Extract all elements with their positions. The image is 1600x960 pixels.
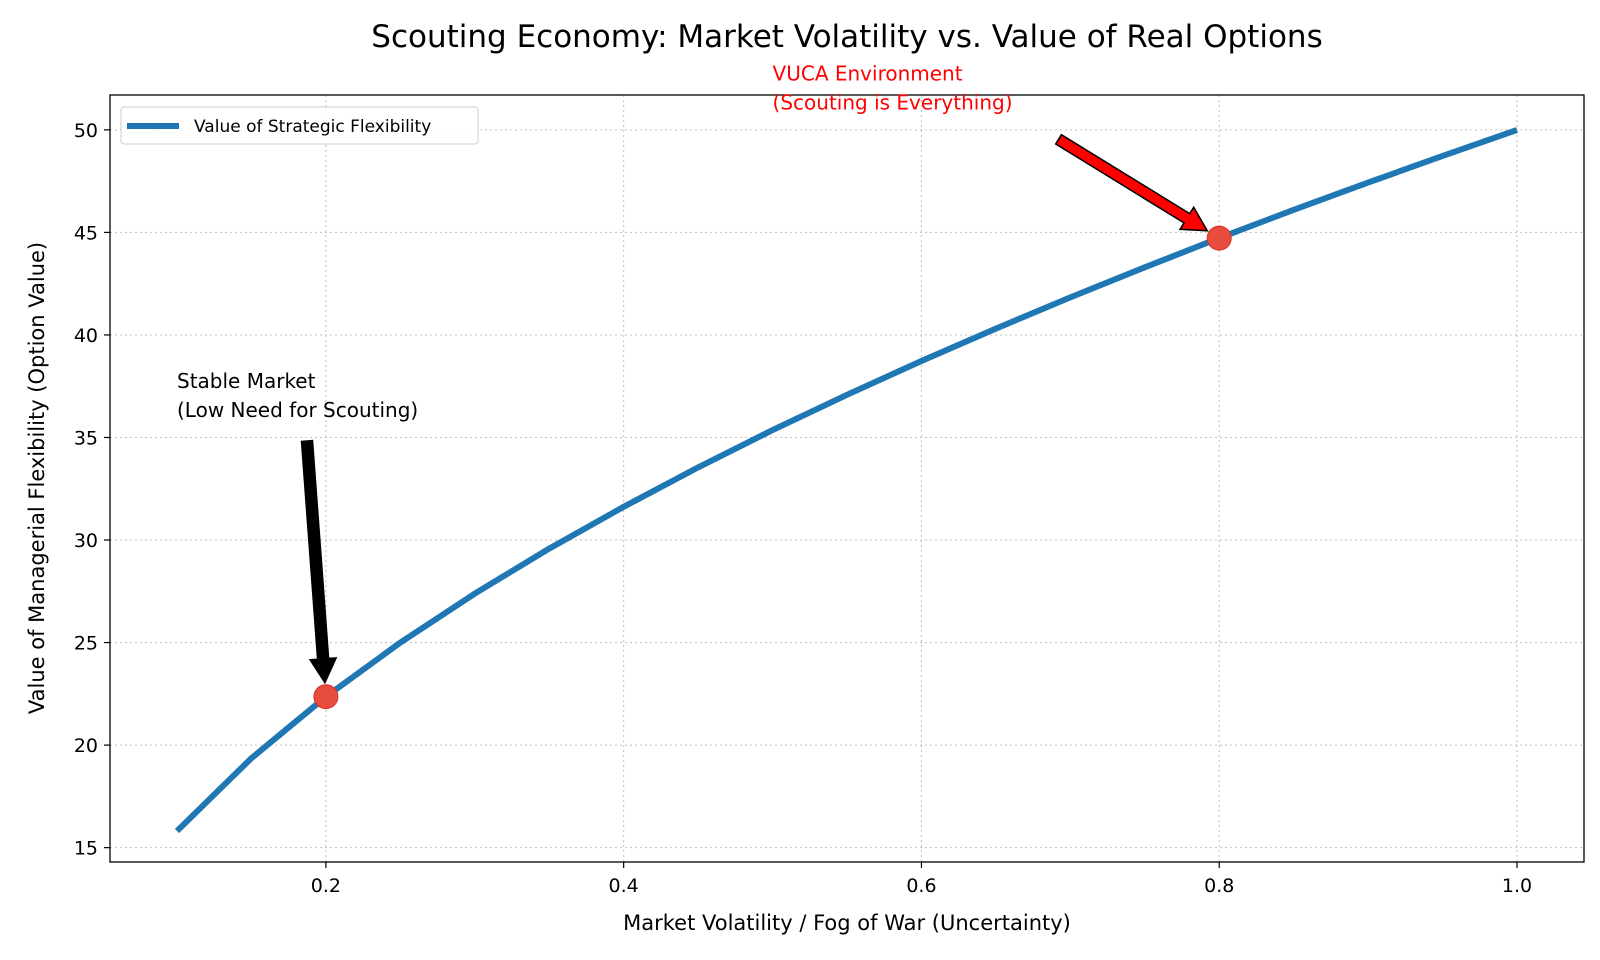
x-tick-label: 0.2 xyxy=(311,875,341,897)
y-tick-label: 30 xyxy=(74,530,98,552)
y-tick-label: 15 xyxy=(74,838,98,860)
highlight-point xyxy=(313,684,339,710)
legend-label: Value of Strategic Flexibility xyxy=(194,117,431,137)
x-axis-label: Market Volatility / Fog of War (Uncertai… xyxy=(623,911,1071,935)
y-tick-label: 20 xyxy=(74,735,98,757)
series-line xyxy=(174,127,1518,834)
x-tick-label: 0.4 xyxy=(609,875,639,897)
annotation-arrow xyxy=(1054,133,1209,232)
y-tick-label: 40 xyxy=(74,325,98,347)
y-tick-label: 25 xyxy=(74,633,98,655)
y-tick-label: 35 xyxy=(74,427,98,449)
x-axis-ticks: 0.2 0.4 0.6 0.8 1.0 xyxy=(311,862,1532,897)
y-axis-label: Value of Managerial Flexibility (Option … xyxy=(25,242,49,714)
highlight-point xyxy=(1206,225,1232,251)
annotation-text: VUCA Environment xyxy=(773,61,963,85)
y-axis-ticks: 15 20 25 30 35 40 45 50 xyxy=(74,120,110,860)
plot-frame xyxy=(109,94,1585,863)
x-tick-label: 0.8 xyxy=(1204,875,1234,897)
annotation-text: Stable Market xyxy=(177,369,316,393)
chart-title: Scouting Economy: Market Volatility vs. … xyxy=(371,19,1322,55)
plot-area xyxy=(174,127,1518,834)
x-tick-label: 1.0 xyxy=(1502,875,1532,897)
annotation-text: (Scouting is Everything) xyxy=(773,90,1013,114)
grid xyxy=(110,95,1584,862)
legend-box xyxy=(120,106,479,145)
annotation-arrow xyxy=(300,439,338,685)
legend: Value of Strategic Flexibility xyxy=(120,106,479,145)
annotations: Stable Market (Low Need for Scouting) VUCA… xyxy=(177,61,1209,685)
x-tick-label: 0.6 xyxy=(906,875,936,897)
y-tick-label: 45 xyxy=(74,222,98,244)
annotation-text: (Low Need for Scouting) xyxy=(177,398,418,422)
y-tick-label: 50 xyxy=(74,120,98,142)
